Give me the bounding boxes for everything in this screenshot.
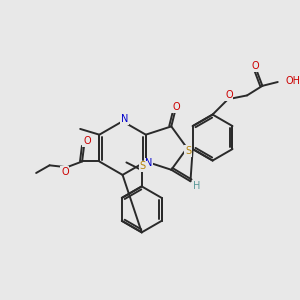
Text: S: S [185,146,191,156]
Text: H: H [193,181,200,191]
Text: O: O [172,102,180,112]
Text: N: N [145,158,152,168]
Text: N: N [121,114,128,124]
Text: O: O [61,167,69,177]
Text: O: O [225,90,233,100]
Text: O: O [252,61,260,71]
Text: O: O [83,136,91,146]
Text: S: S [140,161,146,171]
Text: OH: OH [285,76,300,86]
